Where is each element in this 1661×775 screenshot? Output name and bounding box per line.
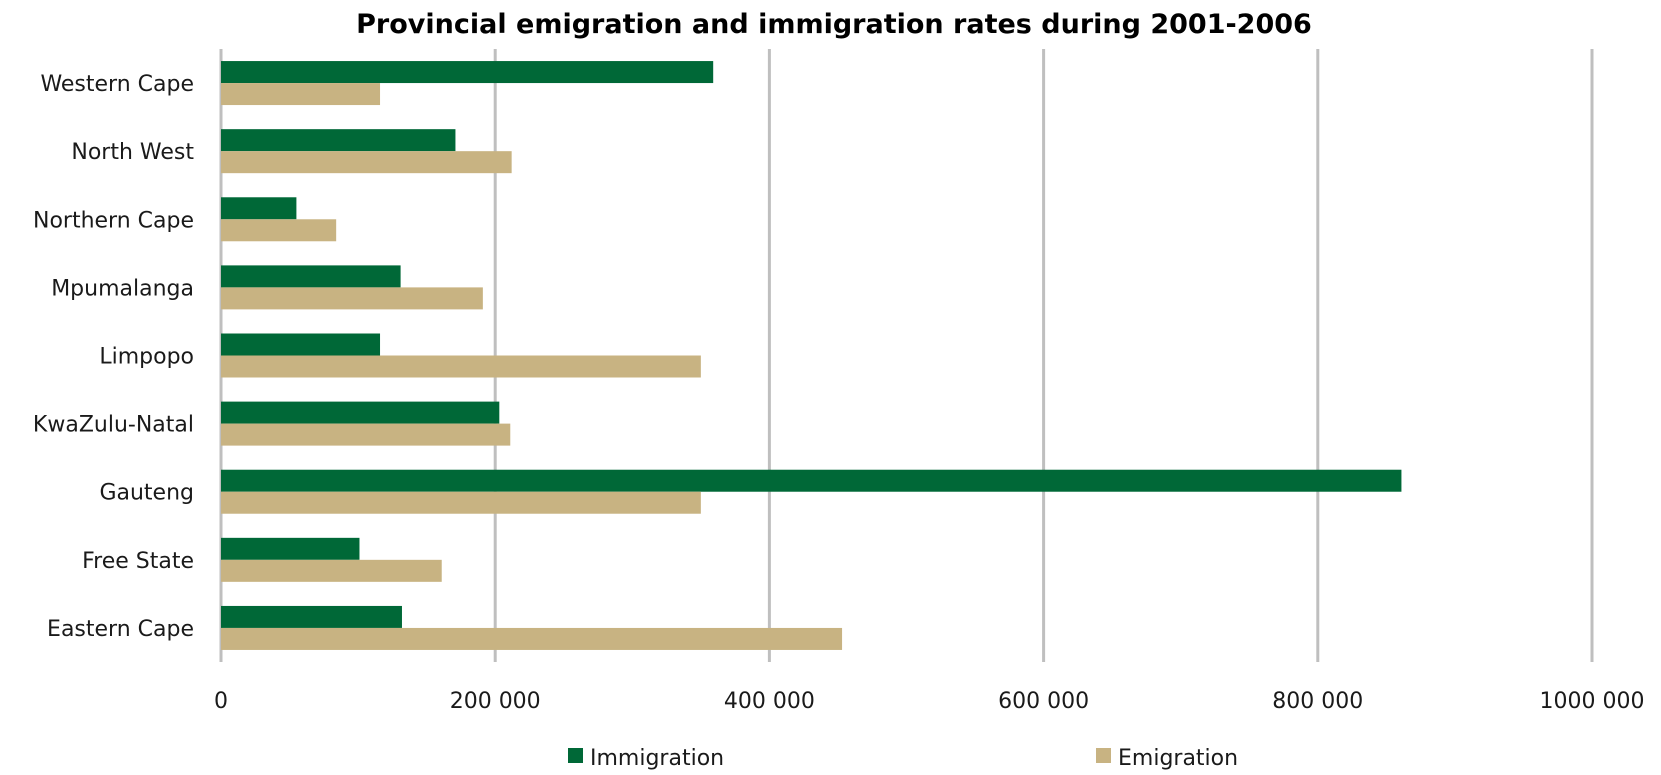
x-tick-label: 600 000 bbox=[998, 689, 1089, 714]
category-axis: Western Cape North West Northern Cape Mpuma… bbox=[33, 72, 194, 642]
legend-swatch bbox=[568, 748, 583, 763]
bar-emigration bbox=[221, 559, 442, 582]
category-label: Gauteng bbox=[99, 481, 194, 506]
bar-emigration bbox=[221, 83, 381, 106]
category-label: Free State bbox=[82, 549, 194, 574]
bars bbox=[221, 61, 1402, 650]
category-label: North West bbox=[71, 140, 194, 165]
bar-immigration bbox=[221, 61, 714, 84]
bar-emigration bbox=[221, 491, 701, 514]
category-label: Northern Cape bbox=[33, 208, 194, 233]
bar-immigration bbox=[221, 333, 381, 356]
bar-emigration bbox=[221, 627, 843, 650]
legend-label: Emigration bbox=[1118, 746, 1238, 771]
bar-emigration bbox=[221, 219, 337, 242]
bar-immigration bbox=[221, 197, 297, 220]
category-label: Mpumalanga bbox=[51, 276, 194, 301]
x-tick-label: 200 000 bbox=[450, 689, 541, 714]
legend-label: Immigration bbox=[590, 746, 724, 771]
x-tick-label: 0 bbox=[214, 689, 228, 714]
x-tick-label: 1000 000 bbox=[1540, 689, 1645, 714]
category-label: KwaZulu-Natal bbox=[33, 413, 194, 438]
value-axis: 0 200 000 400 000 600 000 800 000 1000 000 bbox=[214, 689, 1644, 714]
bar-immigration bbox=[221, 401, 500, 424]
bar-immigration bbox=[221, 469, 1402, 492]
bar-immigration bbox=[221, 129, 456, 152]
bar-emigration bbox=[221, 423, 511, 446]
category-label: Western Cape bbox=[40, 72, 194, 97]
chart-title: Provincial emigration and immigration ra… bbox=[356, 9, 1312, 40]
bar-emigration bbox=[221, 151, 512, 174]
x-tick-label: 400 000 bbox=[724, 689, 815, 714]
bar-immigration bbox=[221, 537, 360, 560]
category-label: Eastern Cape bbox=[47, 617, 194, 642]
x-tick-label: 800 000 bbox=[1272, 689, 1363, 714]
bar-immigration bbox=[221, 265, 401, 288]
bar-emigration bbox=[221, 355, 701, 378]
category-label: Limpopo bbox=[99, 345, 194, 370]
bar-emigration bbox=[221, 287, 483, 310]
legend: Immigration Emigration bbox=[568, 746, 1238, 771]
legend-swatch bbox=[1096, 748, 1111, 763]
bar-immigration bbox=[221, 605, 402, 628]
